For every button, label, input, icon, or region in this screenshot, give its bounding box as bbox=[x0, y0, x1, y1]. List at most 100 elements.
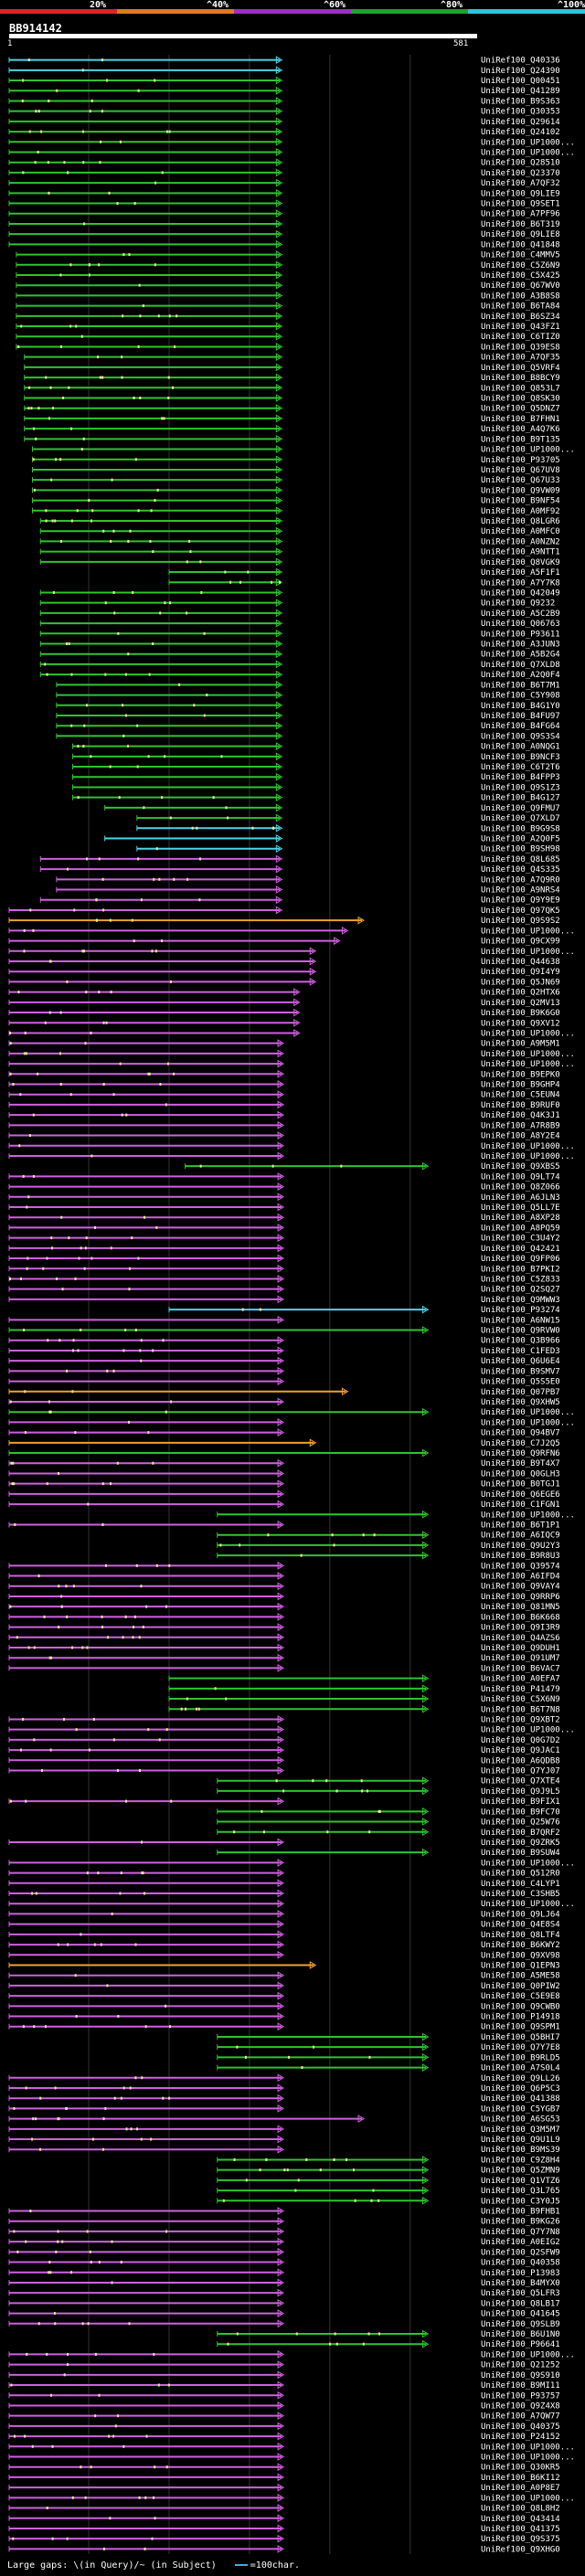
hit-label[interactable]: UniRef100_P93757 bbox=[481, 2391, 560, 2401]
hit-label[interactable]: UniRef100_Q9XBT2 bbox=[481, 1715, 560, 1724]
hit-label[interactable]: UniRef100_P24152 bbox=[481, 2433, 560, 2442]
hit-label[interactable]: UniRef100_P93611 bbox=[481, 630, 560, 639]
hit-label[interactable]: UniRef100_Q7YJ07 bbox=[481, 1767, 560, 1776]
hit-label[interactable]: UniRef100_A5ME58 bbox=[481, 1972, 560, 1981]
hit-label[interactable]: UniRef100_Q9DUH1 bbox=[481, 1644, 560, 1653]
hit-label[interactable]: UniRef100_Q9RRP6 bbox=[481, 1593, 560, 1602]
hit-label[interactable]: UniRef100_Q40336 bbox=[481, 57, 560, 66]
hit-label[interactable]: UniRef100_B4FPP3 bbox=[481, 773, 560, 782]
hit-label[interactable]: UniRef100_Q9S910 bbox=[481, 2371, 560, 2380]
hit-label[interactable]: UniRef100_Q9I4Y9 bbox=[481, 968, 560, 977]
hit-label[interactable]: UniRef100_UP1000... bbox=[481, 1726, 575, 1735]
hit-label[interactable]: UniRef100_B9G9S8 bbox=[481, 824, 560, 833]
hit-label[interactable]: UniRef100_B0TGJ1 bbox=[481, 1480, 560, 1489]
hit-label[interactable]: UniRef100_Q7Y7N8 bbox=[481, 2228, 560, 2237]
hit-label[interactable]: UniRef100_Q4K3J1 bbox=[481, 1111, 560, 1120]
hit-label[interactable]: UniRef100_B9MI11 bbox=[481, 2381, 560, 2390]
hit-label[interactable]: UniRef100_Q9XHW5 bbox=[481, 1398, 560, 1407]
hit-label[interactable]: UniRef100_Q44638 bbox=[481, 958, 560, 967]
hit-label[interactable]: UniRef100_Q9S3S4 bbox=[481, 732, 560, 741]
hit-label[interactable]: UniRef100_UP1000... bbox=[481, 948, 575, 957]
hit-label[interactable]: UniRef100_B4FU97 bbox=[481, 712, 560, 721]
hit-label[interactable]: UniRef100_UP1000... bbox=[481, 2350, 575, 2359]
hit-label[interactable]: UniRef100_Q81MN5 bbox=[481, 1603, 560, 1612]
hit-label[interactable]: UniRef100_P13983 bbox=[481, 2269, 560, 2278]
hit-label[interactable]: UniRef100_B9NF54 bbox=[481, 497, 560, 506]
hit-label[interactable]: UniRef100_Q43414 bbox=[481, 2515, 560, 2524]
hit-label[interactable]: UniRef100_Q43FZ1 bbox=[481, 323, 560, 332]
hit-label[interactable]: UniRef100_Q3M5M7 bbox=[481, 2125, 560, 2135]
hit-label[interactable]: UniRef100_A3JUN3 bbox=[481, 641, 560, 650]
hit-label[interactable]: UniRef100_Q5BHI7 bbox=[481, 2033, 560, 2042]
hit-label[interactable]: UniRef100_Q9RVW0 bbox=[481, 1327, 560, 1336]
hit-label[interactable]: UniRef100_B9EPK0 bbox=[481, 1070, 560, 1079]
hit-label[interactable]: UniRef100_Q9XHG0 bbox=[481, 2545, 560, 2554]
hit-label[interactable]: UniRef100_Q9232 bbox=[481, 599, 555, 609]
hit-label[interactable]: UniRef100_Q7XTE4 bbox=[481, 1777, 560, 1786]
hit-label[interactable]: UniRef100_A7S0L4 bbox=[481, 2064, 560, 2073]
hit-label[interactable]: UniRef100_B4G127 bbox=[481, 794, 560, 803]
hit-label[interactable]: UniRef100_Q5LL7E bbox=[481, 1203, 560, 1213]
hit-label[interactable]: UniRef100_Q9Z4X8 bbox=[481, 2401, 560, 2411]
hit-label[interactable]: UniRef100_Q2MV13 bbox=[481, 999, 560, 1008]
hit-label[interactable]: UniRef100_C5Y908 bbox=[481, 692, 560, 701]
hit-label[interactable]: UniRef100_Q9I3R9 bbox=[481, 1624, 560, 1633]
hit-label[interactable]: UniRef100_B9FC70 bbox=[481, 1807, 560, 1817]
hit-label[interactable]: UniRef100_Q39ES8 bbox=[481, 343, 560, 352]
hit-label[interactable]: UniRef100_B9T135 bbox=[481, 435, 560, 444]
hit-label[interactable]: UniRef100_Q9LT74 bbox=[481, 1172, 560, 1182]
hit-label[interactable]: UniRef100_C3Y0J5 bbox=[481, 2197, 560, 2206]
hit-label[interactable]: UniRef100_A7QF35 bbox=[481, 354, 560, 363]
hit-label[interactable]: UniRef100_A9NTT1 bbox=[481, 548, 560, 557]
hit-label[interactable]: UniRef100_B4MYX0 bbox=[481, 2279, 560, 2288]
hit-label[interactable]: UniRef100_Q4E8S4 bbox=[481, 1921, 560, 1930]
hit-label[interactable]: UniRef100_B6T7M1 bbox=[481, 681, 560, 690]
hit-label[interactable]: UniRef100_Q5LFR3 bbox=[481, 2289, 560, 2298]
hit-label[interactable]: UniRef100_Q7XLD8 bbox=[481, 661, 560, 670]
hit-label[interactable]: UniRef100_Q2SFW9 bbox=[481, 2248, 560, 2257]
hit-label[interactable]: UniRef100_UP1000... bbox=[481, 1511, 575, 1520]
hit-label[interactable]: UniRef100_C1FED3 bbox=[481, 1347, 560, 1356]
hit-label[interactable]: UniRef100_Q9CX99 bbox=[481, 938, 560, 947]
hit-label[interactable]: UniRef100_A0EIG2 bbox=[481, 2238, 560, 2247]
hit-label[interactable]: UniRef100_Q39574 bbox=[481, 1562, 560, 1571]
hit-label[interactable]: UniRef100_UP1000... bbox=[481, 1418, 575, 1427]
hit-label[interactable]: UniRef100_Q0G7D2 bbox=[481, 1736, 560, 1745]
hit-label[interactable]: UniRef100_Q94BV7 bbox=[481, 1429, 560, 1438]
hit-label[interactable]: UniRef100_Q4S335 bbox=[481, 865, 560, 875]
hit-label[interactable]: UniRef100_Q8L8H2 bbox=[481, 2505, 560, 2514]
hit-label[interactable]: UniRef100_Q40375 bbox=[481, 2422, 560, 2432]
hit-label[interactable]: UniRef100_Q1EPN3 bbox=[481, 1961, 560, 1970]
hit-label[interactable]: UniRef100_B6T7N8 bbox=[481, 1705, 560, 1714]
hit-label[interactable]: UniRef100_Q9XV12 bbox=[481, 1019, 560, 1028]
hit-label[interactable]: UniRef100_Q7XLD7 bbox=[481, 814, 560, 823]
hit-label[interactable]: UniRef100_Q5JN69 bbox=[481, 978, 560, 987]
hit-label[interactable]: UniRef100_C4LYP1 bbox=[481, 1880, 560, 1889]
hit-label[interactable]: UniRef100_Q6EGE6 bbox=[481, 1490, 560, 1500]
hit-label[interactable]: UniRef100_B6SZ34 bbox=[481, 313, 560, 322]
hit-label[interactable]: UniRef100_UP1000... bbox=[481, 927, 575, 936]
hit-label[interactable]: UniRef100_Q9S9S2 bbox=[481, 917, 560, 926]
hit-label[interactable]: UniRef100_A7Y7K8 bbox=[481, 578, 560, 588]
hit-label[interactable]: UniRef100_Q9VW09 bbox=[481, 486, 560, 495]
hit-label[interactable]: UniRef100_Q06763 bbox=[481, 620, 560, 629]
hit-label[interactable]: UniRef100_C5E9E8 bbox=[481, 1992, 560, 2001]
hit-label[interactable]: UniRef100_B6KWY2 bbox=[481, 1941, 560, 1950]
hit-label[interactable]: UniRef100_Q9RFN6 bbox=[481, 1449, 560, 1458]
hit-label[interactable]: UniRef100_Q1VTZ6 bbox=[481, 2177, 560, 2186]
hit-label[interactable]: UniRef100_P96641 bbox=[481, 2340, 560, 2349]
hit-label[interactable]: UniRef100_B9SH98 bbox=[481, 845, 560, 854]
hit-label[interactable]: UniRef100_Q41375 bbox=[481, 2525, 560, 2534]
hit-label[interactable]: UniRef100_UP1000... bbox=[481, 1859, 575, 1868]
hit-label[interactable]: UniRef100_A8Y2E4 bbox=[481, 1132, 560, 1141]
hit-label[interactable]: UniRef100_UP1000... bbox=[481, 446, 575, 455]
hit-label[interactable]: UniRef100_C5Z833 bbox=[481, 1275, 560, 1284]
hit-label[interactable]: UniRef100_Q512R0 bbox=[481, 1870, 560, 1879]
hit-label[interactable]: UniRef100_B9SUW4 bbox=[481, 1849, 560, 1858]
hit-label[interactable]: UniRef100_Q9CWB0 bbox=[481, 2002, 560, 2011]
hit-label[interactable]: UniRef100_Q9SLB9 bbox=[481, 2320, 560, 2329]
hit-label[interactable]: UniRef100_A2Q0F5 bbox=[481, 834, 560, 843]
hit-label[interactable]: UniRef100_A7Q9R0 bbox=[481, 875, 560, 885]
hit-label[interactable]: UniRef100_B4FG64 bbox=[481, 722, 560, 731]
hit-label[interactable]: UniRef100_Q40358 bbox=[481, 2259, 560, 2268]
